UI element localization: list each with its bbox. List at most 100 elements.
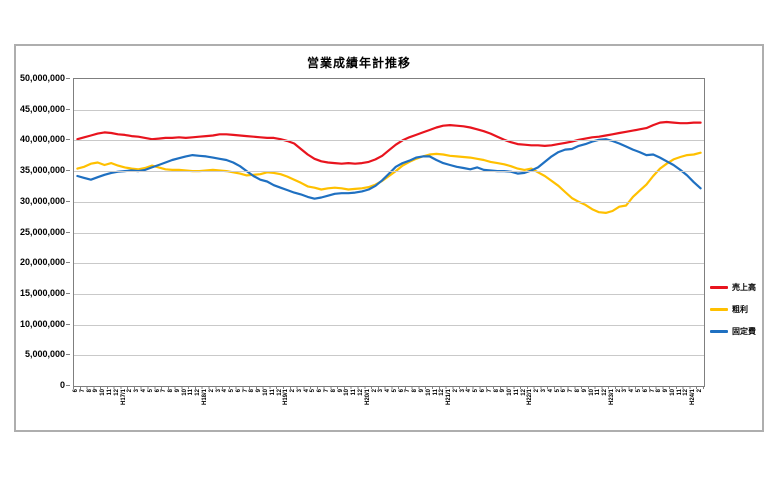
x-axis-cell: 6 [480,389,487,435]
x-axis-cell: 9 [582,389,589,435]
x-axis-cell: 9 [93,389,100,435]
x-axis-cell: 2 [371,389,378,435]
x-axis-label: 5 [473,389,480,393]
x-axis-label: 7 [486,389,493,393]
x-axis-cell: 7 [487,389,494,435]
x-axis-label: 7 [324,389,331,393]
x-axis-cell: 4 [548,389,555,435]
x-axis-label: 12 [439,389,446,396]
x-axis-cell: H17/1 [120,389,127,435]
x-axis-label: 11 [513,389,520,396]
x-axis-cell: H19/1 [283,389,290,435]
x-axis-label: 10 [263,389,270,396]
x-axis-label: 4 [466,389,473,393]
x-axis-cell: 11 [595,389,602,435]
x-axis-label: 2 [452,389,459,393]
x-axis-cell: 8 [331,389,338,435]
x-axis-label: 10 [100,389,107,396]
y-axis-label: 50,000,000 [19,73,65,83]
x-axis-label: H24/1 [690,389,697,406]
x-axis-cell: H18/1 [202,389,209,435]
x-axis-cell: 10 [588,389,595,435]
x-axis-label: 5 [391,389,398,393]
x-axis-label: H19/1 [283,389,290,406]
x-axis-label: 2 [208,389,215,393]
x-axis-cell: 9 [175,389,182,435]
x-axis-cell: 2 [290,389,297,435]
x-axis-label: 11 [351,389,358,396]
x-axis-cell: 11 [107,389,114,435]
x-axis-label: H21/1 [446,389,453,406]
x-axis-cell: 10 [670,389,677,435]
x-axis-label: H23/1 [608,389,615,406]
x-axis-label: 2 [697,389,704,393]
y-axis-tick [66,139,70,141]
x-axis-label: 11 [107,389,114,396]
x-axis-label: 8 [168,389,175,393]
x-axis-label: 6 [317,389,324,393]
plot-area[interactable] [73,78,705,387]
x-axis-cell: 2 [209,389,216,435]
legend-label-fixed-cost: 固定費 [732,327,756,336]
legend-item-sales[interactable]: 売上高 [710,282,756,293]
y-axis-tick [66,354,70,356]
x-axis-cell: 2 [453,389,460,435]
x-axis-cell: 2 [616,389,623,435]
y-axis-tick [66,78,70,79]
x-axis-cell: 6 [73,389,80,435]
x-axis-cell: 10 [426,389,433,435]
x-axis-cell: 5 [310,389,317,435]
x-axis-label: 3 [296,389,303,393]
x-axis-label: 4 [547,389,554,393]
x-axis-cell: 11 [432,389,439,435]
x-axis-cell: 8 [493,389,500,435]
chart-title: 営業成績年計推移 [306,56,411,70]
series-line-gross-profit[interactable] [76,151,702,214]
legend-item-gross-profit[interactable]: 粗利 [710,304,756,315]
x-axis-label: 9 [418,389,425,393]
x-axis-cell: 9 [419,389,426,435]
x-axis-cell: 12 [358,389,365,435]
y-axis-label: 10,000,000 [19,318,65,329]
x-axis-label: 2 [534,389,541,393]
series-line-sales[interactable] [76,120,702,165]
x-axis-cell: 3 [378,389,385,435]
x-axis-label: 12 [357,389,364,396]
legend-item-fixed-cost[interactable]: 固定費 [710,326,756,337]
x-axis-cell: 8 [168,389,175,435]
y-axis-label: 15,000,000 [19,287,65,298]
x-axis-label: 2 [127,389,134,393]
x-axis-cell: 12 [439,389,446,435]
x-axis-label: 9 [174,389,181,393]
x-axis-cell: 2 [127,389,134,435]
gridline [74,263,704,265]
x-axis-label: 11 [188,389,195,396]
x-axis-label: 9 [256,389,263,393]
x-axis-cell: 10 [344,389,351,435]
x-axis-label: 8 [412,389,419,393]
x-axis-cell: 7 [161,389,168,435]
x-axis-cell: 6 [154,389,161,435]
y-axis-label: 30,000,000 [19,195,65,206]
chart-frame[interactable]: 営業成績年計推移 50,000,000 45,000,000 40,000,000 3… [14,44,764,432]
x-axis-cell: H24/1 [690,389,697,435]
y-axis: 50,000,000 45,000,000 40,000,000 35,000,000… [16,73,70,390]
x-axis-cell: 3 [134,389,141,435]
gridline [74,201,704,203]
y-axis-label: 25,000,000 [19,226,65,237]
x-axis-cell: 5 [148,389,155,435]
x-axis-label: 6 [73,389,80,393]
x-axis-cell: H20/1 [365,389,372,435]
x-axis-cell: 4 [466,389,473,435]
x-axis-cell: 6 [561,389,568,435]
x-axis-label: 8 [574,389,581,393]
x-axis-cell: 5 [554,389,561,435]
x-axis-cell: 3 [215,389,222,435]
gridline [74,232,704,234]
x-axis-cell: 3 [622,389,629,435]
gridline [74,171,704,173]
y-axis-tick [66,200,70,202]
x-axis-cell: 4 [222,389,229,435]
y-axis-tick [66,262,70,264]
x-axis-label: 7 [568,389,575,393]
